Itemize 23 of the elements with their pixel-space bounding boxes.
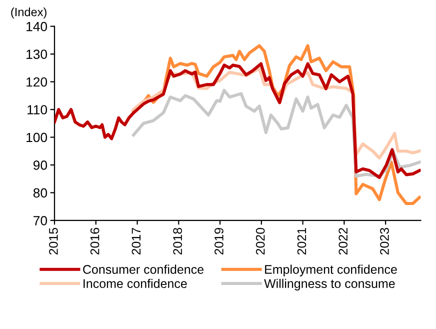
legend-label: Income confidence [84,278,187,288]
y-tick-label: 100 [26,132,48,142]
x-tick-label: 2015 [49,228,58,255]
y-tick-label: 90 [34,160,48,170]
legend-label: Consumer confidence [83,264,204,274]
y-tick-label: 70 [34,216,48,226]
line-series [54,62,421,179]
x-tick-label: 2018 [173,228,182,255]
legend-label: Willingness to consume [264,278,395,290]
x-tick-label: 2023 [380,228,389,255]
x-tick-label: 2019 [214,228,224,255]
x-tick-label: 2016 [90,228,100,255]
y-tick-label: 130 [26,50,48,59]
x-tick-label: 2021 [297,228,306,255]
x-tick-label: 2022 [338,228,348,255]
y-tick-label: 120 [26,77,48,87]
y-tick-label: 140 [26,22,48,32]
x-tick-label: 2020 [256,228,265,255]
y-tick-label: 110 [28,105,48,114]
y-tick-label: 80 [33,188,48,198]
x-tick-label: 2017 [132,228,141,255]
y-axis-title: (Index) [11,8,46,19]
legend-label: Employment confidence [265,264,397,276]
